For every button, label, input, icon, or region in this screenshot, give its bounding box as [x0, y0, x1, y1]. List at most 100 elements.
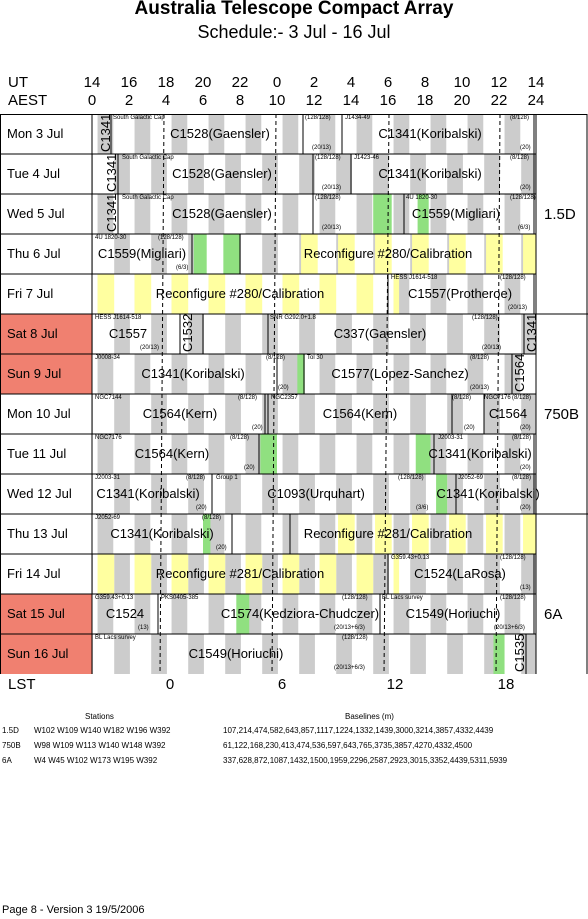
gray-stripe	[467, 114, 484, 154]
project-detail: (20)	[464, 425, 475, 431]
gray-stripe	[171, 434, 188, 474]
yellow-stripe	[393, 554, 400, 594]
project-label: C1549(Horiuchi)	[405, 606, 501, 621]
weekend-cell	[0, 314, 92, 354]
gray-stripe	[262, 474, 278, 514]
project-detail: (20)	[520, 505, 531, 511]
gray-stripe	[245, 194, 262, 234]
yellow-stripe	[97, 274, 115, 314]
day-label: Fri 14 Jul	[7, 566, 61, 581]
gray-stripe	[262, 154, 278, 194]
gray-stripe	[504, 194, 521, 234]
gray-stripe	[356, 114, 373, 154]
aest-tick: 6	[198, 92, 208, 109]
schedule-grid	[0, 114, 588, 674]
project-detail: (6/3)	[176, 265, 189, 271]
project-detail: (13)	[138, 625, 149, 631]
gray-stripe	[97, 354, 114, 394]
gray-stripe	[225, 394, 241, 434]
gray-stripe	[356, 434, 373, 474]
project-detail: (128/128)	[500, 555, 526, 561]
yellow-stripe	[282, 554, 300, 594]
project-detail: (20)	[216, 545, 227, 551]
project-detail: BL Lacs survey	[382, 595, 423, 601]
project-label: Reconfigure #281/Calibration	[155, 566, 325, 581]
yellow-stripe	[486, 514, 503, 554]
gray-stripe	[171, 114, 188, 154]
page-title: Australia Telescope Compact Array	[134, 0, 454, 19]
project-detail: J2052-69	[95, 515, 121, 521]
project-detail: (20/13)	[508, 305, 528, 311]
ut-tick: 10	[453, 74, 471, 91]
gray-stripe	[410, 474, 426, 514]
yellow-stripe	[301, 234, 318, 274]
day-label: Mon 3 Jul	[7, 126, 64, 141]
day-label: Thu 13 Jul	[7, 526, 68, 541]
project-detail: (128/128)	[398, 475, 424, 481]
gray-stripe	[319, 194, 336, 234]
project-label: C1528(Gaensler)	[172, 166, 272, 181]
gray-stripe	[282, 354, 299, 394]
aest-tick: 18	[416, 92, 434, 109]
ut-tick: 2	[309, 74, 319, 91]
gray-stripe	[134, 354, 151, 394]
gray-stripe	[319, 594, 336, 634]
yellow-stripe	[171, 554, 189, 594]
project-label: C1341(Koribalski)	[436, 486, 540, 501]
aest-tick: 20	[453, 92, 471, 109]
project-label: C1577(Lopez-Sanchez)	[331, 366, 469, 381]
project-detail: (128/128)	[158, 235, 184, 241]
config-column	[535, 114, 588, 674]
green-block	[415, 434, 431, 474]
day-label: Tue 11 Jul	[7, 446, 67, 461]
green-block	[236, 594, 250, 634]
aest-tick: 10	[268, 92, 286, 109]
gray-stripe	[467, 514, 484, 554]
ut-tick: 22	[231, 74, 249, 91]
project-label: C1524	[105, 606, 145, 621]
config-label: 6A	[544, 606, 563, 623]
gray-stripe	[151, 394, 167, 434]
project-detail: (3/6)	[416, 505, 429, 511]
legend-stations: W98 W109 W113 W140 W148 W392	[34, 741, 166, 750]
gray-stripe	[114, 634, 130, 674]
gray-stripe	[134, 434, 151, 474]
project-detail: (128/128)	[305, 115, 331, 121]
gray-stripe	[373, 474, 389, 514]
vertical-project-label: C1341	[104, 153, 119, 192]
yellow-stripe	[356, 274, 374, 314]
gray-stripe	[356, 354, 373, 394]
config-label: 750B	[544, 406, 580, 423]
vertical-project-label: C1532	[180, 313, 195, 352]
gray-stripe	[467, 434, 484, 474]
gray-stripe	[447, 154, 463, 194]
gray-stripe	[299, 154, 315, 194]
gray-stripe	[336, 634, 352, 674]
project-detail: South Galactic Cap	[113, 115, 165, 121]
project-detail: 4U 1820-30	[95, 235, 127, 241]
gray-stripe	[410, 394, 426, 434]
project-detail: NGC7176	[484, 395, 511, 401]
gray-stripe	[97, 194, 114, 234]
ut-tick: 0	[272, 74, 282, 91]
gray-stripe	[393, 594, 410, 634]
gray-stripe	[188, 554, 204, 594]
gray-stripe	[208, 594, 225, 634]
gray-stripe	[245, 514, 262, 554]
gray-stripe	[188, 394, 204, 434]
lst-line	[495, 114, 501, 674]
project-detail: (128/128)	[315, 195, 341, 201]
gray-stripe	[188, 634, 204, 674]
gray-stripe	[504, 594, 521, 634]
project-detail: (128/128)	[472, 315, 498, 321]
ut-tick: 20	[194, 74, 212, 91]
aest-tick: 4	[161, 92, 171, 109]
project-detail: (20/13)	[470, 385, 490, 391]
page-footer: Page 8 - Version 3 19/5/2006	[2, 904, 145, 916]
gray-stripe	[467, 274, 484, 314]
gray-stripe	[504, 434, 521, 474]
gray-stripe	[262, 314, 278, 354]
gray-stripe	[97, 594, 114, 634]
gray-stripe	[393, 114, 410, 154]
day-label: Wed 5 Jul	[7, 206, 65, 221]
